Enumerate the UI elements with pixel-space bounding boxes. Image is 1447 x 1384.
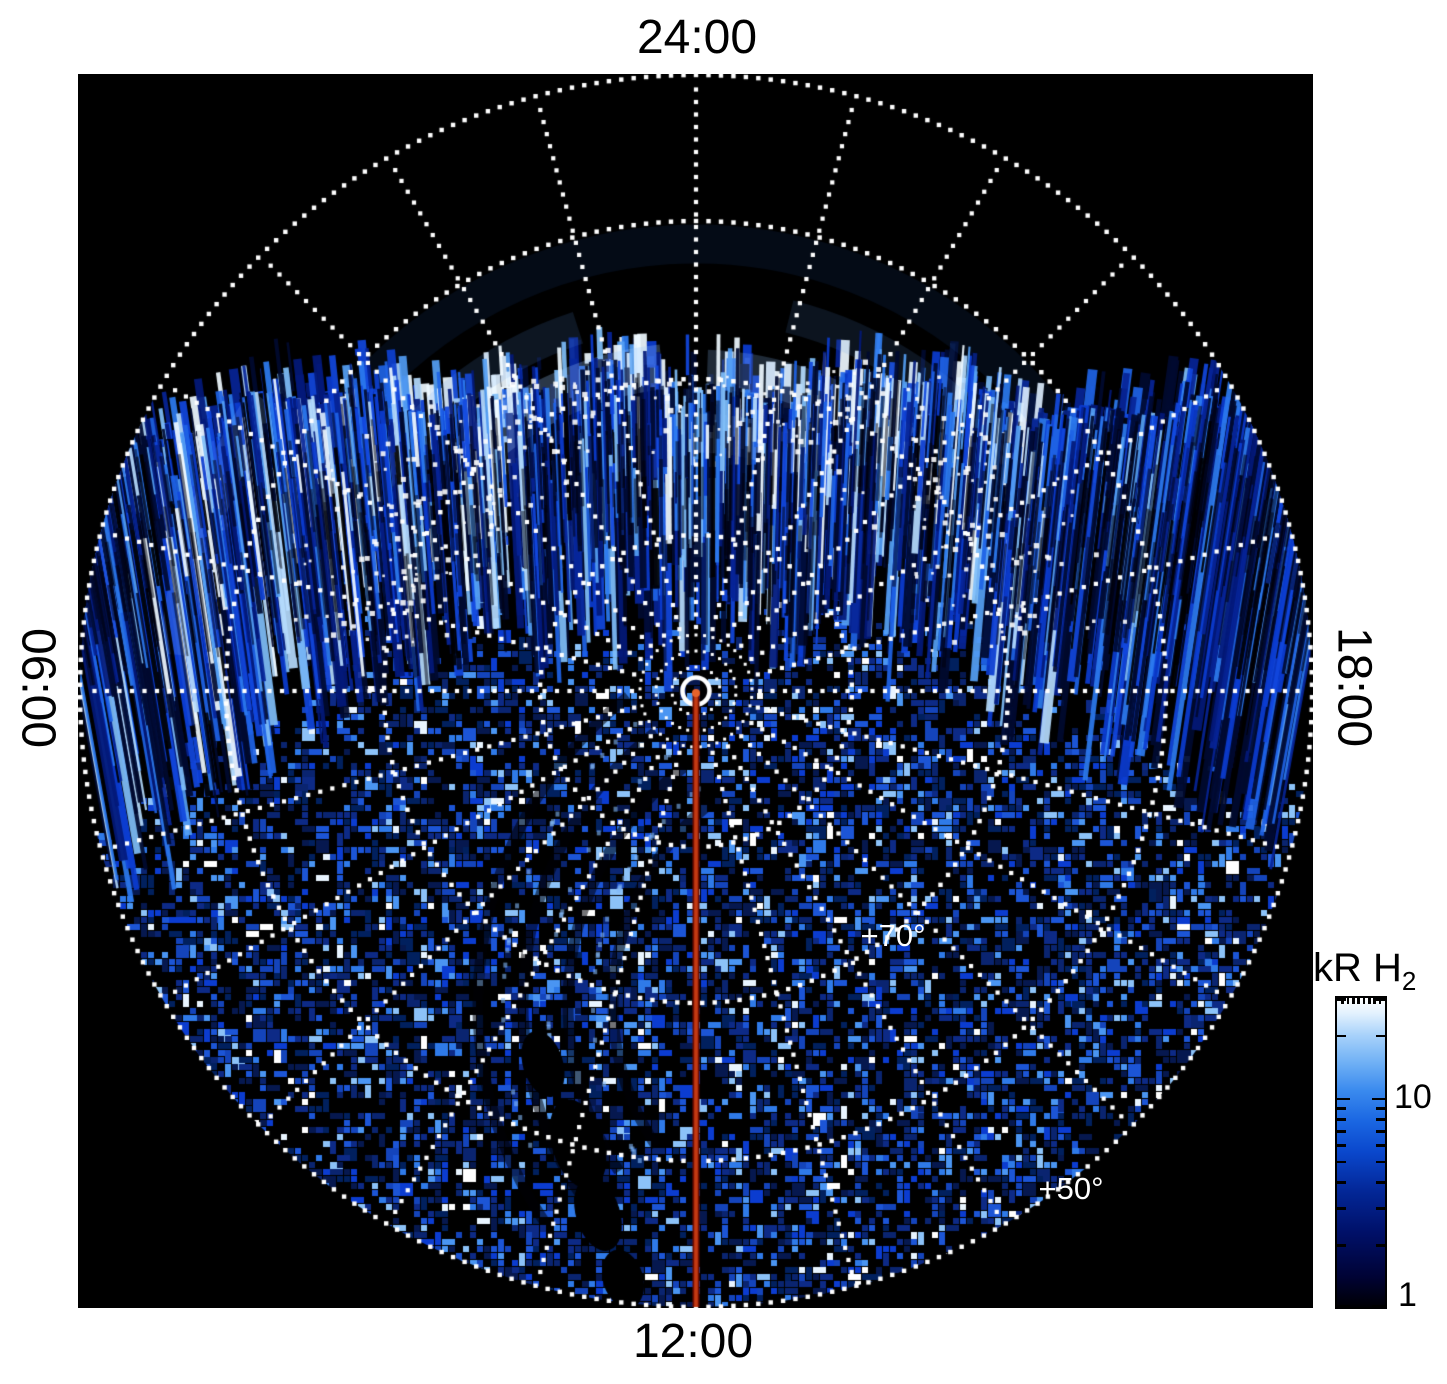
colorbar-tick <box>1362 998 1366 1004</box>
colorbar-tick <box>1376 1181 1385 1184</box>
colorbar-tick <box>1337 1207 1346 1210</box>
colorbar-tick <box>1337 1130 1346 1133</box>
colorbar-tick <box>1341 998 1344 1004</box>
colorbar-tick <box>1368 998 1371 1004</box>
colorbar <box>1335 996 1387 1309</box>
local-time-label-1200: 12:00 <box>632 1315 754 1368</box>
colorbar-tick <box>1337 1144 1346 1147</box>
colorbar-tick <box>1378 998 1382 1004</box>
latitude-label-50: +50° <box>1038 1171 1104 1206</box>
colorbar-tick <box>1337 1181 1346 1184</box>
local-time-label-0600: 06:00 <box>11 627 65 749</box>
colorbar-title-sub: 2 <box>1401 966 1417 996</box>
colorbar-tick <box>1376 1130 1385 1133</box>
polar-plot-area <box>78 74 1313 1308</box>
colorbar-tick <box>1337 1107 1346 1110</box>
colorbar-tick <box>1372 1305 1385 1308</box>
local-time-label-1800: 18:00 <box>1327 626 1381 748</box>
colorbar-tick <box>1376 1107 1385 1110</box>
colorbar-tick <box>1337 1118 1346 1121</box>
aurora-map-canvas <box>78 74 1313 1308</box>
colorbar-tick <box>1376 1118 1385 1121</box>
colorbar-tick <box>1337 1097 1350 1101</box>
colorbar-tick <box>1376 1144 1385 1147</box>
colorbar-tick <box>1376 1160 1385 1164</box>
colorbar-tick <box>1352 998 1355 1004</box>
colorbar-tick <box>1346 998 1350 1004</box>
colorbar-title: kR H2 <box>1313 946 1416 997</box>
local-time-label-2400: 24:00 <box>636 11 758 64</box>
colorbar-tick <box>1337 1305 1350 1308</box>
colorbar-tick <box>1376 1034 1385 1038</box>
colorbar-tick-label-10: 10 <box>1394 1078 1432 1116</box>
colorbar-tick <box>1373 998 1376 1004</box>
colorbar-tick <box>1376 1207 1385 1210</box>
colorbar-tick <box>1337 1034 1346 1038</box>
colorbar-tick-label-1: 1 <box>1398 1276 1417 1314</box>
colorbar-tick <box>1376 1244 1385 1247</box>
colorbar-tick <box>1372 1097 1385 1101</box>
colorbar-title-main: kR H <box>1313 946 1402 990</box>
colorbar-tick <box>1337 1160 1346 1164</box>
latitude-label-70: +70° <box>860 918 926 953</box>
colorbar-tick <box>1357 998 1360 1004</box>
colorbar-tick <box>1337 1244 1346 1247</box>
